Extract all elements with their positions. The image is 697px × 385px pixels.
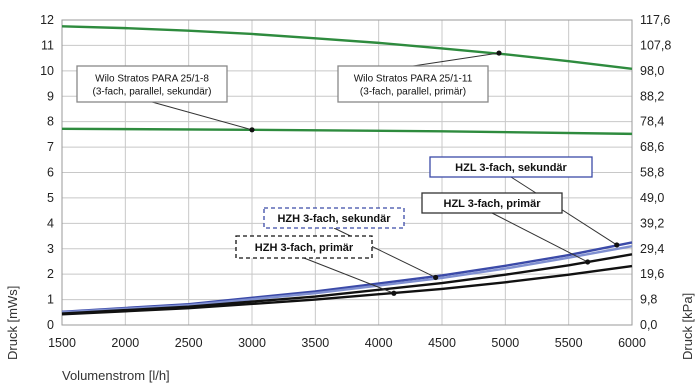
x-tick-label: 1500 — [48, 336, 76, 350]
leader-point — [433, 274, 439, 281]
y-tick-label: 6 — [47, 166, 54, 180]
y2-tick-label: 78,4 — [640, 115, 664, 129]
y-tick-label: 7 — [47, 140, 54, 154]
annotation-text: HZL 3-fach, sekundär — [455, 162, 567, 174]
annotation-text: Wilo Stratos PARA 25/1-11 — [354, 74, 473, 85]
annotation-text: (3-fach, parallel, primär) — [360, 87, 466, 98]
leader-line — [491, 212, 588, 263]
leader-line — [303, 257, 395, 294]
series-line — [61, 25, 633, 70]
axes: 0 0,0 1 9,8 2 19,6 3 29,4 4 39,2 5 49,0 6 58,8 7 68,6 8 7… — [40, 13, 671, 350]
y-tick-label: 8 — [47, 115, 54, 129]
annotation-box — [337, 65, 489, 103]
annotation-box — [235, 235, 373, 259]
leader-line — [412, 52, 500, 67]
x-axis-label: Volumenstrom [l/h] — [62, 368, 170, 383]
leader-line — [151, 101, 253, 131]
annotation-text: HZH 3-fach, sekundär — [277, 213, 391, 225]
series-line — [61, 127, 633, 136]
leader-point — [614, 242, 620, 248]
y2-tick-label: 39,2 — [640, 216, 664, 230]
x-tick-label: 3500 — [301, 336, 329, 350]
y-axis-label: Druck [mWs] — [5, 286, 20, 360]
y-tick-label: 4 — [47, 216, 54, 230]
y2-axis-label: Druck [kPa] — [680, 293, 695, 360]
y-tick-label: 12 — [40, 13, 54, 27]
annotation-text: HZL 3-fach, primär — [444, 198, 542, 210]
annotation-text: Wilo Stratos PARA 25/1-8 — [95, 74, 209, 85]
leader-point — [585, 259, 591, 265]
leader-line — [510, 176, 618, 246]
annotation-box — [429, 156, 593, 178]
y2-tick-label: 88,2 — [640, 89, 664, 103]
y2-tick-label: 9,8 — [640, 293, 657, 307]
annotation-text: (3-fach, parallel, sekundär) — [93, 87, 212, 98]
y2-tick-label: 107,8 — [640, 38, 671, 52]
annotation-text: HZH 3-fach, primär — [255, 242, 354, 254]
series-line — [61, 253, 633, 315]
leader-point — [391, 290, 397, 296]
leader-point — [496, 50, 502, 56]
x-tick-label: 6000 — [618, 336, 646, 350]
y2-tick-label: 0,0 — [640, 318, 657, 332]
y2-tick-label: 58,8 — [640, 166, 664, 180]
y-tick-label: 0 — [47, 318, 54, 332]
annotation-box — [421, 192, 563, 214]
y2-tick-label: 98,0 — [640, 64, 664, 78]
y-tick-label: 2 — [47, 267, 54, 281]
y-tick-label: 10 — [40, 64, 54, 78]
x-tick-label: 2000 — [111, 336, 139, 350]
y2-tick-label: 29,4 — [640, 242, 664, 256]
x-tick-label: 2500 — [175, 336, 203, 350]
y-tick-label: 1 — [47, 293, 54, 307]
annotation-box — [263, 207, 405, 229]
y-tick-label: 9 — [47, 89, 54, 103]
x-tick-label: 3000 — [238, 336, 266, 350]
annotations-layer: Wilo Stratos PARA 25/1-8 (3-fach, paralle… — [76, 50, 620, 296]
leader-point — [249, 127, 255, 133]
y-tick-label: 11 — [41, 38, 54, 52]
x-tick-label: 4500 — [428, 336, 456, 350]
y2-tick-label: 49,0 — [640, 191, 664, 205]
y2-tick-label: 117,6 — [640, 13, 670, 27]
series-layer — [61, 25, 633, 316]
series-line — [61, 245, 633, 314]
y2-tick-label: 19,6 — [640, 267, 664, 281]
x-tick-label: 5500 — [555, 336, 583, 350]
annotation-box — [76, 65, 228, 103]
y2-tick-label: 68,6 — [640, 140, 664, 154]
x-tick-label: 5000 — [491, 336, 519, 350]
y-tick-label: 5 — [47, 191, 54, 205]
series-line — [61, 264, 633, 316]
x-tick-label: 4000 — [365, 336, 393, 350]
plot-frame — [61, 19, 633, 326]
y-tick-label: 3 — [47, 242, 54, 256]
